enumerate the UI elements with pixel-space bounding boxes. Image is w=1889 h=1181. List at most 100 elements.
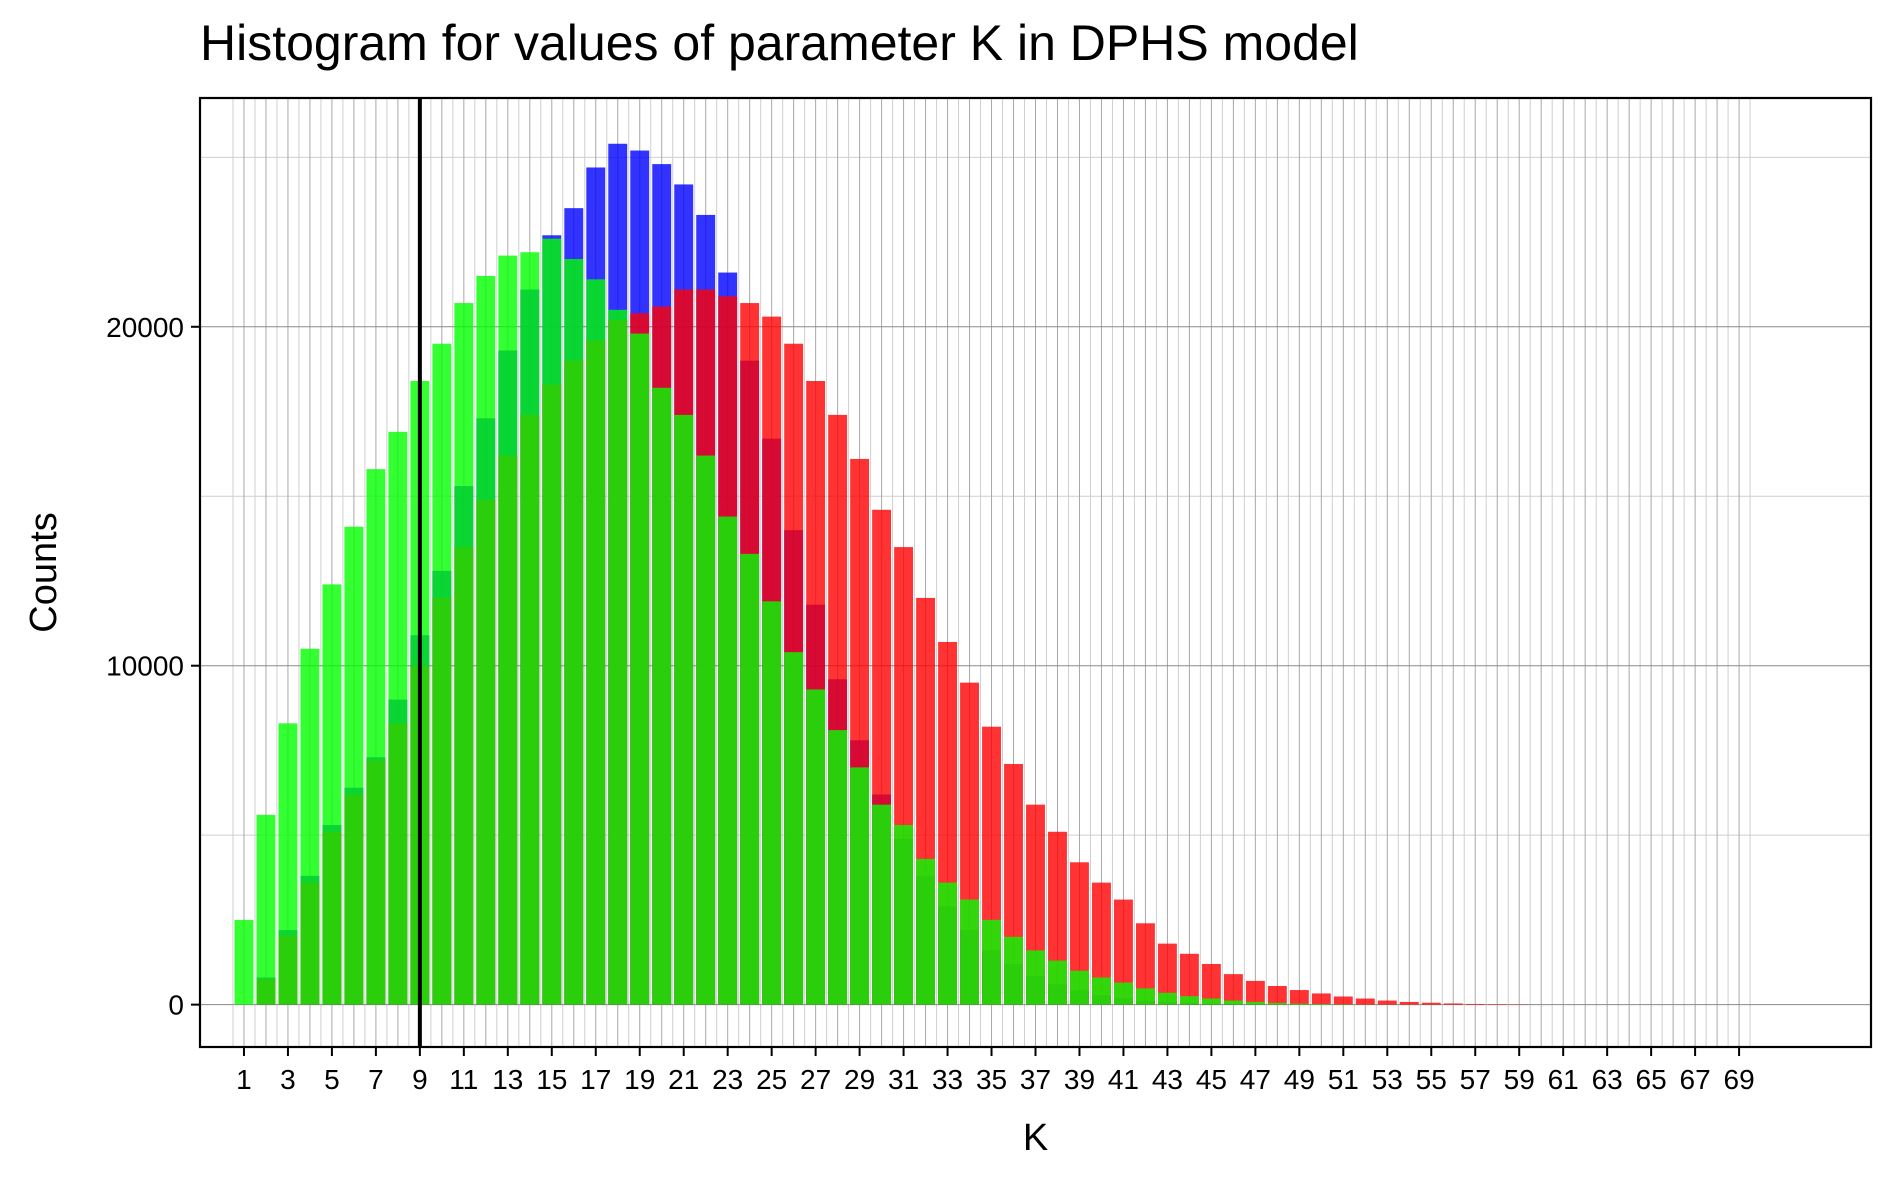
bar xyxy=(806,689,826,1005)
bar xyxy=(1443,1003,1463,1005)
bar xyxy=(1092,977,1111,1005)
bar xyxy=(476,275,496,1005)
bar xyxy=(982,919,1001,1005)
bar xyxy=(608,309,628,1005)
bar xyxy=(762,601,782,1005)
bar xyxy=(1070,862,1089,1005)
bar xyxy=(498,255,518,1005)
x-tick-label: 67 xyxy=(1680,1064,1711,1095)
bar xyxy=(1179,953,1199,1005)
x-tick-label: 11 xyxy=(449,1064,478,1095)
bar xyxy=(586,279,606,1005)
x-tick-label: 69 xyxy=(1724,1064,1755,1095)
bar xyxy=(1399,1001,1419,1005)
bar xyxy=(938,882,958,1005)
x-tick-label: 57 xyxy=(1460,1064,1491,1095)
bar xyxy=(828,730,848,1005)
grid-lines xyxy=(200,98,1871,1047)
x-tick-label: 29 xyxy=(844,1064,875,1095)
x-tick-label: 9 xyxy=(412,1064,428,1095)
bar xyxy=(916,858,936,1005)
bar xyxy=(542,238,562,1005)
bar xyxy=(1267,985,1287,1005)
bar xyxy=(894,825,914,1005)
y-tick-label: 10000 xyxy=(106,651,184,682)
bar xyxy=(1311,993,1331,1005)
bar xyxy=(1223,974,1243,1005)
x-tick-label: 21 xyxy=(668,1064,699,1095)
x-tick-label: 49 xyxy=(1284,1064,1315,1095)
bar xyxy=(1113,899,1133,1005)
bar xyxy=(784,652,804,1005)
bar xyxy=(1311,1003,1331,1005)
bar xyxy=(630,333,650,1005)
x-tick-label: 5 xyxy=(324,1064,340,1095)
bar xyxy=(1157,992,1177,1005)
x-tick-label: 63 xyxy=(1592,1064,1623,1095)
x-tick-label: 27 xyxy=(800,1064,831,1095)
bar xyxy=(1465,1003,1485,1005)
x-tick-label: 39 xyxy=(1064,1064,1095,1095)
bar xyxy=(1223,1000,1243,1005)
bar xyxy=(256,814,276,1005)
bar xyxy=(1289,990,1309,1005)
bar xyxy=(1421,1002,1441,1005)
bar xyxy=(1201,963,1221,1005)
bars xyxy=(234,143,1529,1005)
bar xyxy=(432,343,452,1005)
x-tick-label: 31 xyxy=(888,1064,919,1095)
bar xyxy=(1245,1001,1265,1005)
x-tick-label: 3 xyxy=(280,1064,296,1095)
x-tick-label: 61 xyxy=(1548,1064,1579,1095)
bar xyxy=(322,584,342,1005)
bar xyxy=(718,516,738,1005)
bar xyxy=(1245,980,1265,1005)
x-tick-label: 15 xyxy=(536,1064,567,1095)
x-tick-label: 59 xyxy=(1504,1064,1535,1095)
x-tick-label: 65 xyxy=(1636,1064,1667,1095)
bar xyxy=(278,723,298,1005)
bar xyxy=(960,899,979,1005)
x-tick-label: 17 xyxy=(580,1064,611,1095)
bar xyxy=(388,431,408,1005)
bar xyxy=(234,919,254,1005)
x-tick-label: 45 xyxy=(1196,1064,1227,1095)
x-tick-label: 37 xyxy=(1020,1064,1051,1095)
bar xyxy=(1135,988,1155,1005)
bar xyxy=(1157,943,1177,1005)
bar xyxy=(1070,970,1089,1005)
bar xyxy=(1201,998,1221,1005)
bar xyxy=(740,553,760,1005)
bar xyxy=(1135,923,1155,1005)
bar xyxy=(872,804,892,1005)
bar xyxy=(1026,950,1045,1005)
bar xyxy=(1355,998,1375,1005)
y-axis-title: Counts xyxy=(23,512,65,632)
bar xyxy=(1179,996,1199,1005)
x-tick-label: 19 xyxy=(624,1064,655,1095)
x-tick-label: 13 xyxy=(492,1064,523,1095)
y-tick-label: 20000 xyxy=(106,312,184,343)
x-tick-label: 25 xyxy=(756,1064,787,1095)
x-tick-label: 33 xyxy=(932,1064,963,1095)
bar xyxy=(344,526,364,1005)
bar xyxy=(696,455,716,1005)
bar xyxy=(1333,996,1353,1005)
x-tick-label: 23 xyxy=(712,1064,743,1095)
x-tick-label: 1 xyxy=(236,1064,252,1095)
x-tick-label: 35 xyxy=(976,1064,1007,1095)
x-tick-label: 51 xyxy=(1328,1064,1359,1095)
x-tick-label: 43 xyxy=(1152,1064,1183,1095)
bar xyxy=(1267,1002,1287,1005)
bar xyxy=(1377,1000,1397,1005)
bar xyxy=(300,648,320,1005)
bar xyxy=(850,767,870,1005)
bar xyxy=(520,252,540,1005)
bar xyxy=(564,258,584,1005)
x-tick-label: 47 xyxy=(1240,1064,1271,1095)
bar xyxy=(454,303,474,1005)
bar xyxy=(1092,882,1111,1005)
x-tick-label: 55 xyxy=(1416,1064,1447,1095)
